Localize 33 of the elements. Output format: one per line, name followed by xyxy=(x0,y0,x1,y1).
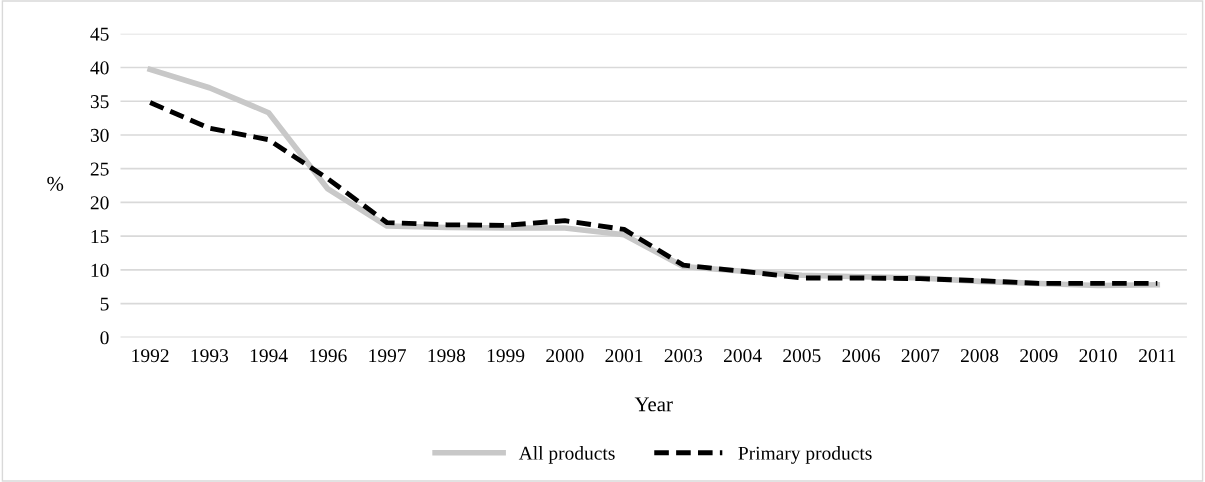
x-tick-label: 1994 xyxy=(250,349,288,363)
x-tick-label: 2009 xyxy=(1020,349,1058,363)
x-axis-title: Year xyxy=(634,397,673,412)
x-tick-label: 2000 xyxy=(546,349,584,363)
y-tick-label: 0 xyxy=(100,331,109,345)
x-tick-label: 2011 xyxy=(1139,349,1176,363)
y-tick-label: 10 xyxy=(91,263,109,277)
y-tick-label: 25 xyxy=(90,162,109,176)
y-tick-label: 20 xyxy=(90,196,109,210)
y-tick-label: 5 xyxy=(100,297,109,311)
x-tick-label: 1997 xyxy=(369,349,406,363)
y-axis-title: % xyxy=(47,176,64,191)
x-tick-label: 2003 xyxy=(664,349,703,363)
y-tick-label: 15 xyxy=(91,230,109,244)
x-tick-label: 1992 xyxy=(132,349,169,363)
y-tick-label: 30 xyxy=(90,128,109,142)
x-tick-label: 2010 xyxy=(1079,349,1117,363)
y-tick-label: 40 xyxy=(90,61,109,75)
x-tick-label: 2007 xyxy=(901,349,940,363)
x-tick-label: 2004 xyxy=(723,349,762,363)
x-tick-label: 2005 xyxy=(783,349,821,363)
x-tick-label: 1996 xyxy=(310,349,347,363)
legend-label: All products xyxy=(518,446,615,464)
x-tick-label: 1993 xyxy=(191,349,229,363)
x-tick-label: 2006 xyxy=(842,349,880,363)
line-series xyxy=(147,100,1160,286)
x-tick-label: 1998 xyxy=(428,349,466,363)
y-tick-label: 35 xyxy=(90,95,109,109)
x-tick-label: 2001 xyxy=(605,349,643,363)
y-tick-label: 45 xyxy=(90,27,109,41)
legend-label: Primary products xyxy=(738,446,872,464)
x-tick-label: 2008 xyxy=(960,349,999,363)
x-tick-label: 1999 xyxy=(487,349,525,363)
